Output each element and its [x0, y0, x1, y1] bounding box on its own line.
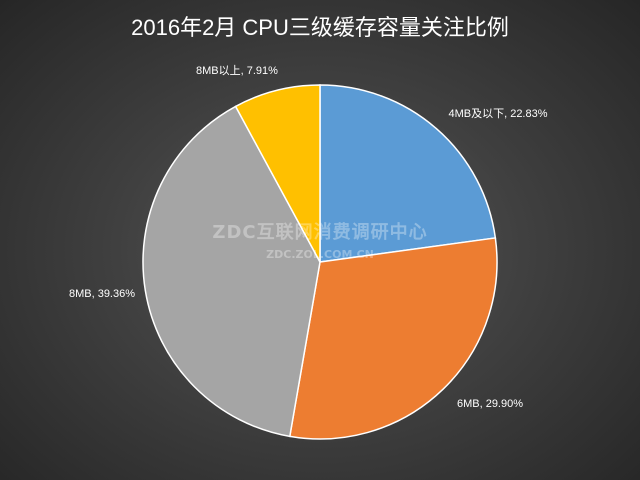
pie-slice [288, 237, 498, 440]
pie-slice [234, 84, 321, 263]
pie-slice [142, 105, 321, 438]
slice-data-label: 6MB, 29.90% [457, 398, 523, 410]
watermark-text: ZDC互联网消费调研中心 [212, 222, 428, 243]
slice-data-label: 4MB及以下, 22.83% [448, 108, 547, 120]
watermark-url: ZDC.ZOL.COM.CN [266, 248, 374, 261]
slice-data-label: 8MB, 39.36% [69, 288, 135, 300]
slice-data-label: 8MB以上, 7.91% [196, 64, 278, 77]
pie-slice [319, 84, 497, 263]
chart-title: 2016年2月 CPU三级缓存容量关注比例 [131, 15, 509, 40]
